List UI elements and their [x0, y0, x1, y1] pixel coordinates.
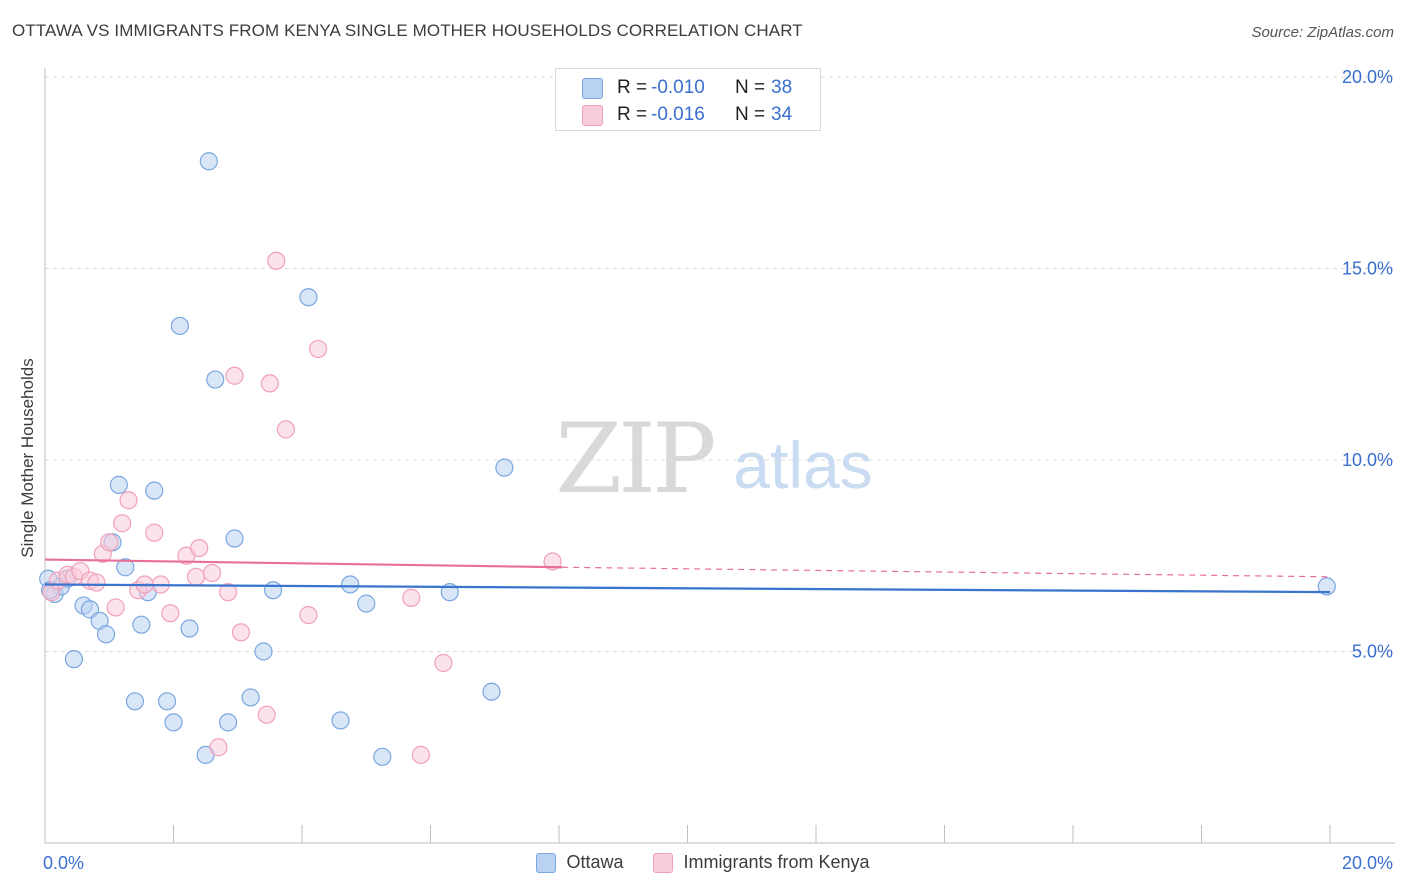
kenya-point	[231, 623, 251, 642]
kenya-point	[209, 738, 228, 757]
kenya-point	[260, 374, 279, 393]
n-label: N =	[735, 104, 766, 125]
ottawa-point	[1317, 577, 1336, 596]
stats-legend: R = -0.010 N = 38 R = -0.016 N = 34	[555, 68, 821, 131]
stats-row-kenya: R = -0.016 N = 34	[582, 104, 792, 126]
kenya-point	[190, 538, 209, 558]
ottawa-point	[299, 288, 318, 307]
ottawa-point	[225, 529, 244, 548]
kenya-point	[543, 552, 562, 571]
kenya-point	[434, 653, 453, 673]
tick-labels: 5.0% 10.0% 15.0% 20.0% 0.0% 20.0%	[43, 67, 1393, 873]
kenya-point	[219, 583, 238, 602]
watermark: ZIP atlas	[555, 403, 872, 515]
ottawa-point	[125, 692, 145, 711]
kenya-point	[257, 705, 276, 724]
ottawa-point	[116, 558, 135, 577]
n-label: N =	[735, 77, 766, 98]
source-label: Source: ZipAtlas.com	[1251, 24, 1394, 41]
legend-item-ottawa[interactable]: Ottawa	[536, 852, 623, 873]
ottawa-point	[96, 625, 116, 644]
series-legend: Ottawa Immigrants from Kenya	[0, 852, 1406, 873]
gridlines	[45, 76, 1395, 652]
ottawa-point	[132, 615, 151, 634]
kenya-swatch	[582, 104, 603, 126]
legend-label-kenya: Immigrants from Kenya	[683, 852, 870, 872]
ottawa-point	[254, 642, 273, 661]
kenya-point	[186, 567, 206, 586]
ottawa-point	[164, 713, 183, 732]
kenya-point	[119, 491, 138, 510]
ottawa-trend-line	[44, 583, 1331, 594]
legend-swatch-kenya	[653, 852, 674, 873]
kenya-point	[100, 533, 119, 552]
legend-item-kenya[interactable]: Immigrants from Kenya	[653, 852, 870, 873]
n-value-kenya: 34	[771, 104, 793, 125]
ottawa-point	[157, 692, 177, 711]
kenya-point	[299, 606, 318, 625]
ottawa-point	[373, 747, 392, 766]
axes	[44, 68, 1395, 844]
kenya-point	[161, 604, 180, 623]
ottawa-point	[357, 594, 376, 613]
ottawa-point	[180, 619, 199, 638]
ottawa-point	[64, 650, 84, 669]
kenya-trend-extension	[562, 566, 1331, 578]
ottawa-swatch	[582, 77, 603, 99]
legend-label-ottawa: Ottawa	[566, 852, 624, 872]
kenya-point	[87, 573, 106, 592]
kenya-point	[145, 523, 164, 542]
ottawa-point	[341, 575, 360, 594]
stats-row-ottawa: R = -0.010 N = 38	[582, 77, 792, 99]
kenya-point	[112, 514, 132, 533]
kenya-trend-line	[44, 558, 563, 569]
r-value-kenya: -0.016	[651, 104, 705, 125]
kenya-point	[106, 598, 125, 617]
kenya-point	[411, 745, 430, 765]
y-tick-label: 15.0%	[1342, 259, 1393, 279]
chart-title: OTTAWA VS IMMIGRANTS FROM KENYA SINGLE M…	[12, 21, 803, 40]
ottawa-point	[206, 370, 225, 389]
ottawa-point	[109, 475, 128, 494]
r-label: R =	[617, 104, 648, 125]
ottawa-point	[495, 458, 514, 477]
y-tick-label: 10.0%	[1342, 450, 1393, 470]
ottawa-point	[199, 152, 218, 171]
trend-lines	[44, 558, 1331, 594]
y-tick-label: 20.0%	[1342, 67, 1393, 87]
ottawa-point	[170, 316, 190, 336]
kenya-point	[202, 563, 222, 583]
kenya-point	[308, 339, 328, 359]
kenya-point	[267, 251, 286, 270]
kenya-point	[225, 366, 244, 385]
watermark-zip: ZIP	[555, 403, 714, 515]
legend-swatch-ottawa	[536, 852, 557, 873]
y-tick-label: 5.0%	[1352, 642, 1393, 662]
ottawa-point	[145, 481, 164, 500]
kenya-point	[276, 420, 296, 439]
data-points	[39, 152, 1336, 766]
ottawa-point	[331, 711, 350, 730]
r-value-ottawa: -0.010	[651, 77, 705, 98]
kenya-point	[402, 588, 421, 607]
n-value-ottawa: 38	[771, 77, 793, 98]
ottawa-point	[241, 688, 260, 707]
x-tick-label: 20.0%	[1342, 853, 1393, 873]
watermark-atlas: atlas	[733, 428, 872, 502]
r-label: R =	[617, 77, 648, 98]
ottawa-point	[219, 713, 238, 732]
ottawa-point	[263, 581, 283, 600]
ottawa-point	[482, 682, 501, 701]
x-tick-label: 0.0%	[43, 853, 84, 873]
